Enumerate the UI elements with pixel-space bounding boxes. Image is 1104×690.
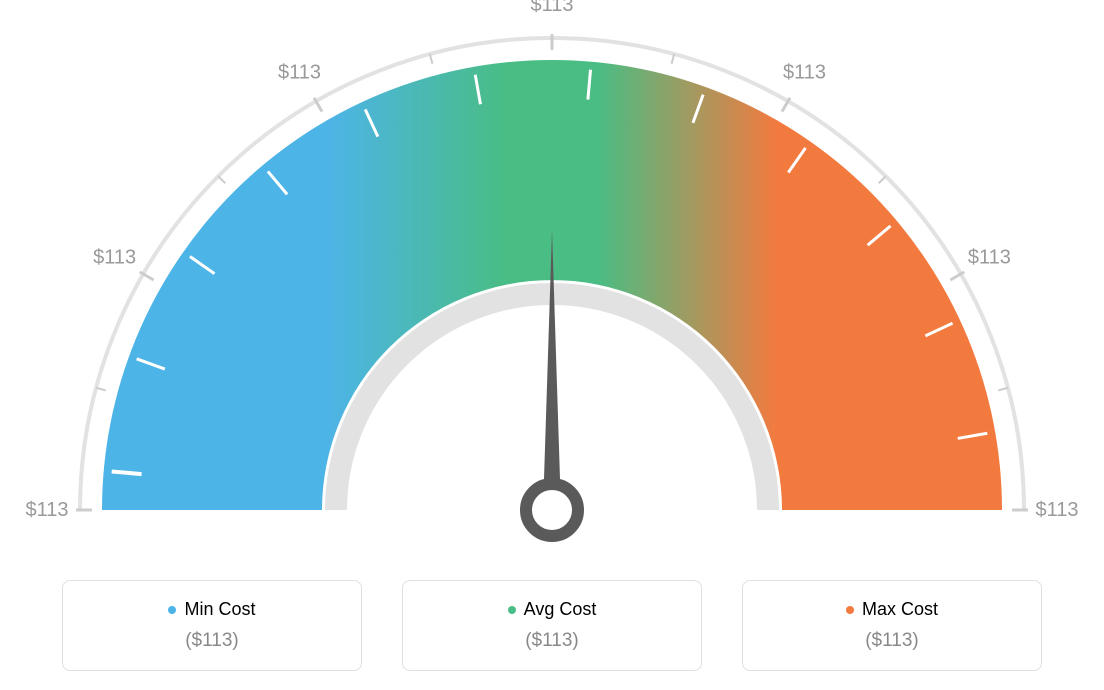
legend-max-box: Max Cost ($113): [742, 580, 1042, 671]
gauge-chart: $113 $113 $113 $113 $113 $113 $113: [0, 0, 1104, 560]
legend-min-dot: [168, 606, 176, 614]
legend-min-value: ($113): [83, 630, 341, 652]
legend-min-label: Min Cost: [83, 599, 341, 620]
legend-min-text: Min Cost: [184, 599, 255, 620]
svg-text:$113: $113: [278, 62, 321, 84]
legend-max-text: Max Cost: [862, 599, 938, 620]
legend-avg-dot: [508, 606, 516, 614]
legend-avg-box: Avg Cost ($113): [402, 580, 702, 671]
gauge-svg: $113 $113 $113 $113 $113 $113 $113: [0, 0, 1104, 560]
svg-text:$113: $113: [783, 62, 826, 84]
svg-text:$113: $113: [25, 499, 68, 521]
legend-max-label: Max Cost: [763, 599, 1021, 620]
legend-max-dot: [846, 606, 854, 614]
legend-avg-value: ($113): [423, 630, 681, 652]
svg-text:$113: $113: [93, 247, 136, 269]
legend-avg-label: Avg Cost: [423, 599, 681, 620]
legend-avg-text: Avg Cost: [524, 599, 597, 620]
legend-max-value: ($113): [763, 630, 1021, 652]
legend-row: Min Cost ($113) Avg Cost ($113) Max Cost…: [0, 580, 1104, 671]
legend-min-box: Min Cost ($113): [62, 580, 362, 671]
svg-text:$113: $113: [1035, 499, 1078, 521]
svg-text:$113: $113: [968, 247, 1011, 269]
svg-text:$113: $113: [530, 0, 573, 16]
